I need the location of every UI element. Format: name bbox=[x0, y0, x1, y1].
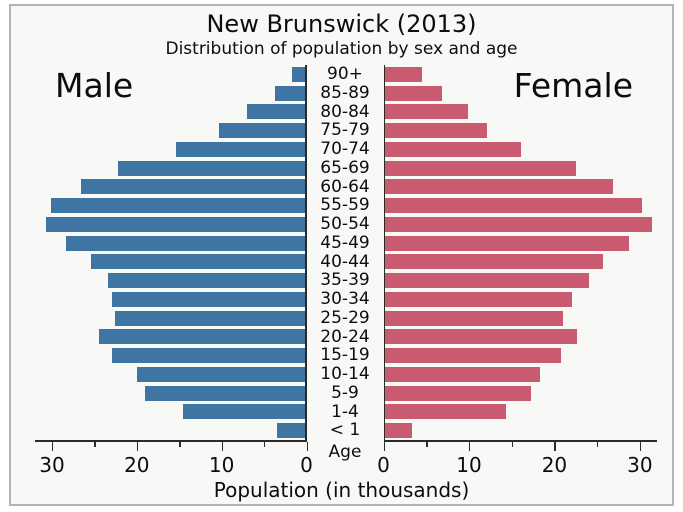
minor-tick bbox=[511, 441, 513, 447]
male-bar bbox=[183, 404, 307, 420]
female-bar bbox=[383, 291, 573, 307]
male-bar bbox=[98, 329, 307, 345]
female-bar bbox=[383, 385, 532, 401]
male-bar bbox=[275, 85, 307, 101]
male-bar bbox=[112, 291, 307, 307]
major-tick bbox=[639, 441, 642, 451]
major-tick bbox=[51, 441, 54, 451]
male-bar bbox=[107, 273, 307, 289]
female-bar bbox=[383, 66, 422, 82]
minor-tick bbox=[597, 441, 599, 447]
female-bar bbox=[383, 216, 652, 232]
female-x-axis bbox=[383, 440, 657, 442]
minor-tick bbox=[94, 441, 96, 447]
x-tick-label: 0 bbox=[377, 453, 390, 477]
female-bar bbox=[383, 85, 442, 101]
minor-tick bbox=[426, 441, 428, 447]
x-tick-label: 20 bbox=[541, 453, 568, 477]
age-group-label: 75-79 bbox=[320, 120, 370, 141]
age-group-label: 1-4 bbox=[331, 401, 359, 422]
female-bar bbox=[383, 273, 590, 289]
male-bar bbox=[118, 160, 307, 176]
major-tick bbox=[306, 441, 308, 451]
male-bar bbox=[51, 198, 307, 214]
female-bar bbox=[383, 123, 487, 139]
male-x-axis bbox=[35, 440, 307, 442]
x-tick-label: 20 bbox=[124, 453, 150, 477]
male-bar bbox=[292, 66, 307, 82]
minor-tick bbox=[264, 441, 266, 447]
age-group-label: 90+ bbox=[327, 64, 363, 84]
age-group-label: 5-9 bbox=[331, 382, 359, 403]
age-group-label: 25-29 bbox=[320, 307, 370, 328]
age-group-label: 15-19 bbox=[320, 345, 370, 366]
male-bar bbox=[66, 235, 307, 251]
age-group-label: 85-89 bbox=[320, 82, 370, 103]
male-bar bbox=[219, 123, 307, 139]
female-bar bbox=[383, 235, 629, 251]
figure-frame: New Brunswick (2013) Distribution of pop… bbox=[9, 4, 674, 506]
minor-tick bbox=[179, 441, 181, 447]
male-bar bbox=[175, 141, 307, 157]
age-group-label: < 1 bbox=[329, 420, 361, 441]
age-group-label: 10-14 bbox=[320, 364, 370, 384]
male-bar bbox=[80, 179, 307, 195]
male-bar bbox=[112, 348, 307, 364]
male-bar bbox=[145, 385, 307, 401]
female-bar bbox=[383, 160, 576, 176]
x-axis-label: Population (in thousands) bbox=[213, 478, 470, 502]
age-group-label: 80-84 bbox=[320, 101, 370, 122]
male-bar bbox=[114, 310, 307, 326]
female-bar bbox=[383, 198, 642, 214]
age-group-label: 30-34 bbox=[320, 289, 370, 309]
female-bar bbox=[383, 404, 506, 420]
age-axis-label: Age bbox=[328, 442, 362, 462]
male-bar bbox=[136, 366, 307, 382]
female-bar bbox=[383, 179, 614, 195]
female-bar bbox=[383, 329, 577, 345]
age-group-label: 65-69 bbox=[320, 157, 370, 178]
male-bar bbox=[46, 216, 307, 232]
female-bar bbox=[383, 104, 469, 120]
female-bar bbox=[383, 254, 604, 270]
age-group-label: 45-49 bbox=[320, 232, 370, 253]
male-bar bbox=[90, 254, 307, 270]
chart-subtitle: Distribution of population by sex and ag… bbox=[165, 39, 518, 59]
female-bar bbox=[383, 366, 540, 382]
female-series-label: Female bbox=[513, 66, 633, 105]
major-tick bbox=[136, 441, 139, 451]
female-bar bbox=[383, 423, 412, 439]
x-tick-label: 10 bbox=[456, 453, 482, 477]
x-tick-label: 0 bbox=[300, 453, 313, 477]
age-group-label: 50-54 bbox=[320, 214, 370, 234]
age-group-label: 20-24 bbox=[320, 326, 370, 347]
male-zero-spine bbox=[305, 65, 307, 442]
male-series-label: Male bbox=[55, 66, 134, 105]
age-group-label: 70-74 bbox=[320, 139, 370, 159]
major-tick bbox=[383, 441, 385, 451]
female-zero-spine bbox=[383, 65, 385, 442]
male-bar bbox=[276, 423, 307, 439]
x-tick-label: 10 bbox=[208, 453, 235, 477]
female-bar bbox=[383, 348, 562, 364]
major-tick bbox=[468, 441, 471, 451]
major-tick bbox=[554, 441, 556, 451]
age-group-label: 55-59 bbox=[320, 195, 370, 216]
female-bar bbox=[383, 141, 522, 157]
male-bar bbox=[247, 104, 307, 120]
x-tick-label: 30 bbox=[627, 453, 653, 477]
female-bar bbox=[383, 310, 563, 326]
x-tick-label: 30 bbox=[39, 453, 65, 477]
major-tick bbox=[221, 441, 223, 451]
age-group-label: 35-39 bbox=[320, 270, 370, 291]
age-group-label: 40-44 bbox=[320, 251, 370, 272]
chart-title: New Brunswick (2013) bbox=[206, 10, 477, 38]
age-group-label: 60-64 bbox=[320, 176, 370, 197]
